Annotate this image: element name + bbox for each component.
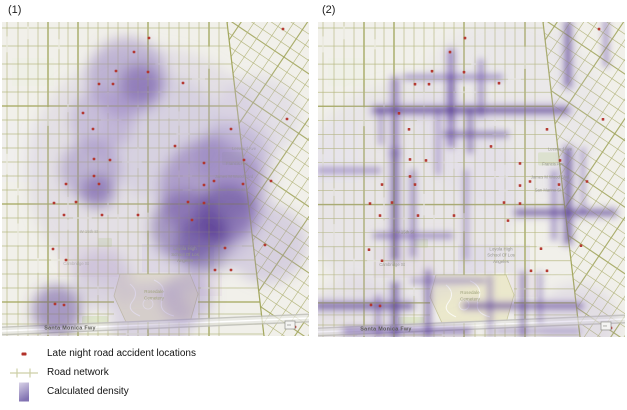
density-map-network: W 15th St Cambridge St Leeward Ave Francis … (298, 16, 626, 369)
svg-text:Angeles: Angeles (177, 258, 194, 263)
svg-text:Angeles: Angeles (493, 259, 510, 264)
svg-text:James M Wood Blvd: James M Wood Blvd (531, 174, 570, 179)
svg-text:San Marino St: San Marino St (219, 187, 246, 192)
panel-1-label: (1) (8, 4, 22, 16)
svg-text:Francis Ave: Francis Ave (542, 161, 564, 166)
panel-1: W 15th St Cambridge St Leeward Ave Francis … (1, 21, 310, 362)
svg-text:Rosedale: Rosedale (144, 289, 164, 294)
legend-item-density: Calculated density (6, 382, 306, 401)
svg-text:Francis Ave: Francis Ave (226, 161, 248, 166)
legend-item-label: Road network (47, 367, 109, 378)
svg-text:Santa Monica Fwy: Santa Monica Fwy (360, 326, 411, 332)
svg-text:Leeward Ave: Leeward Ave (232, 146, 257, 151)
legend-item-label: Calculated density (47, 386, 129, 397)
svg-text:Cemetery: Cemetery (460, 296, 481, 301)
svg-text:Cemetery: Cemetery (144, 296, 165, 301)
legend-item-label: Late night road accident locations (47, 348, 196, 359)
density-swatch-icon (6, 382, 42, 402)
svg-text:Cambridge St: Cambridge St (63, 261, 89, 266)
svg-text:Santa Monica Fwy: Santa Monica Fwy (44, 326, 96, 332)
svg-text:Rosedale: Rosedale (460, 290, 480, 295)
svg-text:Loyola High: Loyola High (489, 247, 513, 252)
svg-text:Leeward Ave: Leeward Ave (548, 146, 573, 151)
svg-text:W 15th St: W 15th St (396, 230, 415, 235)
density-map-planar: W 15th St Cambridge St Leeward Ave Francis … (1, 21, 310, 362)
svg-text:San Marino St: San Marino St (535, 188, 562, 193)
panel-2: W 15th St Cambridge St Leeward Ave Francis … (298, 16, 626, 369)
svg-text:W 15th St: W 15th St (80, 229, 99, 234)
road-network-icon (6, 367, 42, 379)
legend: Late night road accident locations Road … (6, 344, 306, 401)
accident-point-icon (6, 350, 42, 358)
svg-text:Loyola High: Loyola High (173, 246, 197, 251)
legend-item-accidents: Late night road accident locations (6, 344, 306, 363)
panel-2-label: (2) (322, 4, 336, 16)
svg-text:Cambridge St: Cambridge St (379, 262, 405, 267)
svg-text:School Of Los: School Of Los (487, 253, 515, 258)
svg-text:School Of Los: School Of Los (171, 252, 199, 257)
legend-item-road-network: Road network (6, 363, 306, 382)
svg-text:James M Wood Blvd: James M Wood Blvd (215, 174, 254, 179)
